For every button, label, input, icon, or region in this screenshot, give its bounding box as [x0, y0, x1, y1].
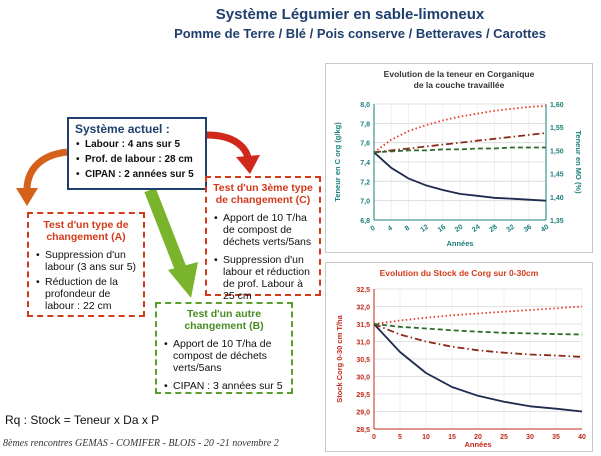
arrow-to-a [23, 148, 68, 189]
x-tick-label: 12 [420, 224, 430, 234]
systeme-actuel-box: Système actuel : Labour : 4 ans sur 5 Pr… [67, 117, 207, 190]
series-line [373, 105, 547, 154]
arrow-to-b [144, 187, 188, 275]
y-tick-label: 30,0 [356, 375, 370, 382]
x-tick-label: 30 [526, 434, 534, 441]
series-line [373, 323, 583, 358]
x-tick-label: 0 [370, 225, 377, 233]
change-c-title: Test d'un 3ème type de changement (C) [213, 182, 313, 206]
chart-stock-panel: Evolution du Stock de Corg sur 0-30cm 28,… [325, 262, 593, 452]
series-line [373, 146, 546, 154]
change-c-item: Apport de 10 T/ha de compost de déchets … [214, 212, 313, 248]
y-tick-label: 7,6 [360, 141, 370, 148]
x-axis-label: Années [464, 440, 491, 449]
x-tick-label: 40 [578, 434, 586, 441]
y-tick-label: 31,0 [356, 340, 370, 347]
y-right-tick-label: 1,55 [550, 125, 564, 132]
x-tick-label: 28 [488, 224, 498, 234]
x-axis-label: Années [446, 239, 473, 248]
x-tick-label: 5 [398, 434, 402, 441]
change-a-item: Suppression d'un labour (3 ans sur 5) [36, 249, 137, 273]
x-tick-label: 16 [437, 224, 447, 234]
y-right-tick-label: 1,40 [550, 195, 564, 202]
y-axis-label: Stock Corg 0-30 cm T/ha [335, 314, 344, 402]
chart-title: Evolution de la teneur en Corganique [384, 69, 535, 79]
change-c-item: Suppression d'un labour et réduction de … [214, 254, 313, 302]
systeme-actuel-item: Prof. de labour : 28 cm [76, 154, 199, 166]
systeme-actuel-item: Labour : 4 ans sur 5 [76, 139, 199, 151]
y-right-tick-label: 1,35 [550, 218, 564, 225]
series-line [373, 323, 583, 336]
x-tick-label: 36 [523, 224, 533, 234]
y-tick-label: 8,0 [360, 102, 370, 109]
change-b-title: Test d'un autre changement (B) [184, 308, 264, 332]
arrow-to-c-head [236, 155, 260, 174]
change-a-box: Test d'un type de changement (A) Suppres… [27, 212, 145, 317]
x-tick-label: 8 [404, 225, 411, 233]
conference-footer: 8èmes rencontres GEMAS - COMIFER - BLOIS… [3, 438, 279, 449]
series-line [373, 151, 547, 202]
series-line [373, 305, 583, 325]
chart-teneur-panel: Evolution de la teneur en Corganique de l… [325, 63, 593, 253]
systeme-actuel-item: CIPAN : 2 années sur 5 [76, 169, 199, 181]
chart-stock: Evolution du Stock de Corg sur 0-30cm 28,… [335, 268, 586, 449]
systeme-actuel-title: Système actuel : [75, 122, 170, 136]
arrow-to-b-head [168, 262, 198, 298]
y-right-tick-label: 1,60 [550, 102, 564, 109]
change-b-box: Test d'un autre changement (B) Apport de… [155, 302, 293, 394]
y-tick-label: 7,8 [360, 121, 370, 128]
y-tick-label: 29,5 [356, 392, 370, 399]
y-tick-label: 7,4 [360, 160, 370, 167]
y-tick-label: 6,8 [360, 218, 370, 225]
change-b-item: CIPAN : 3 années sur 5 [164, 380, 285, 392]
y-tick-label: 7,2 [360, 179, 370, 186]
arrow-to-a-head [16, 188, 38, 206]
x-tick-label: 20 [454, 224, 464, 234]
y-right-tick-label: 1,45 [550, 172, 564, 179]
change-b-item: Apport de 10 T/ha de compost de déchets … [164, 338, 285, 374]
change-a-item: Réduction de la profondeur de labour : 2… [36, 276, 137, 312]
x-tick-label: 32 [506, 224, 516, 234]
x-tick-label: 15 [448, 434, 456, 441]
y-tick-label: 7,0 [360, 199, 370, 206]
y-tick-label: 32,0 [356, 305, 370, 312]
y-right-tick-label: 1,50 [550, 148, 564, 155]
y-axis-right-label: Teneur en MO (%) [574, 130, 583, 194]
x-tick-label: 0 [372, 434, 376, 441]
y-tick-label: 28,5 [356, 427, 370, 434]
stock-formula-note: Rq : Stock = Teneur x Da x P [5, 413, 160, 427]
x-tick-label: 4 [387, 225, 394, 233]
series-line [373, 323, 583, 413]
x-tick-label: 10 [422, 434, 430, 441]
x-tick-label: 24 [471, 224, 481, 234]
x-tick-label: 25 [500, 434, 508, 441]
y-tick-label: 30,5 [356, 357, 370, 364]
chart-title: de la couche travaillée [414, 80, 505, 90]
change-c-box: Test d'un 3ème type de changement (C) Ap… [205, 176, 321, 302]
y-tick-label: 32,5 [356, 287, 370, 294]
x-tick-label: 35 [552, 434, 560, 441]
x-tick-label: 40 [540, 224, 550, 234]
page-title: Système Légumier en sable-limoneux [215, 6, 485, 23]
x-tick-label: 20 [474, 434, 482, 441]
y-axis-label: Teneur en C org (g/kg) [333, 122, 342, 202]
change-a-title: Test d'un type de changement (A) [43, 219, 129, 243]
y-tick-label: 31,5 [356, 322, 370, 329]
y-tick-label: 29,0 [356, 410, 370, 417]
arrow-to-c [206, 131, 252, 160]
page-subtitle: Pomme de Terre / Blé / Pois conserve / B… [174, 26, 546, 41]
chart-title: Evolution du Stock de Corg sur 0-30cm [380, 268, 539, 278]
